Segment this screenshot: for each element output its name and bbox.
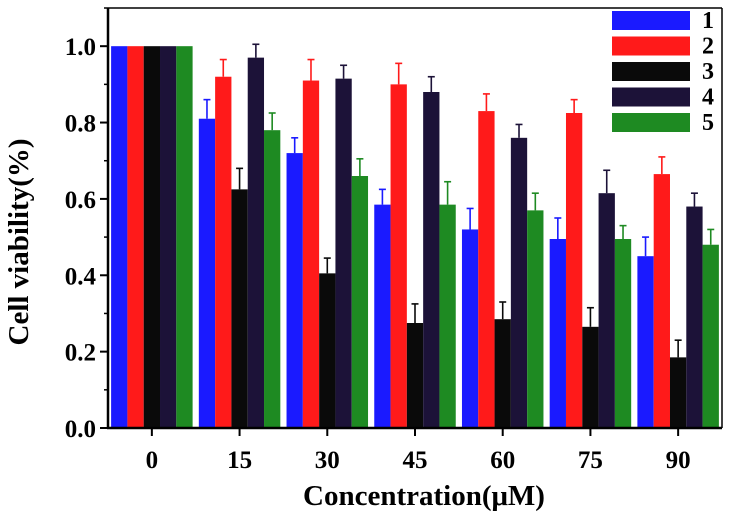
y-tick-label-0.8: 0.8 <box>65 111 96 138</box>
legend-label-2: 2 <box>702 34 714 60</box>
legend-swatch-5 <box>612 113 690 132</box>
bar-series1-45 <box>374 204 391 428</box>
legend-swatch-1 <box>612 11 690 30</box>
y-tick-label-0.6: 0.6 <box>65 187 96 214</box>
bar-series2-0 <box>127 46 144 428</box>
bar-series4-30 <box>335 78 352 429</box>
bar-series5-0 <box>176 46 193 428</box>
error-bars-layer <box>203 43 715 358</box>
bar-series2-60 <box>478 111 495 428</box>
bars-layer <box>111 46 719 429</box>
axes-layer: 0.00.20.40.60.81.00 15 30 45 60 75 90 <box>65 7 723 474</box>
x-tick-label-45: 45 <box>403 447 428 474</box>
legend-label-3: 3 <box>702 59 714 85</box>
bar-series1-60 <box>461 229 479 428</box>
bar-series5-75 <box>614 239 632 428</box>
bar-series3-15 <box>231 189 248 428</box>
bar-series4-15 <box>247 57 265 429</box>
bar-series3-0 <box>143 46 161 428</box>
bar-series5-45 <box>439 204 456 428</box>
bar-series2-90 <box>653 174 670 428</box>
bar-series1-30 <box>286 153 303 428</box>
bar-series4-60 <box>510 137 528 428</box>
bar-series1-90 <box>637 256 654 428</box>
legend-label-1: 1 <box>702 8 714 34</box>
bar-series4-0 <box>160 46 177 428</box>
bar-series5-30 <box>351 176 369 428</box>
bar-series2-15 <box>215 76 232 429</box>
y-axis-title: Cell viability(%) <box>3 138 35 345</box>
bar-series1-15 <box>198 118 216 429</box>
bar-series3-90 <box>669 357 687 428</box>
bar-series5-15 <box>264 130 281 428</box>
y-tick-label-0.2: 0.2 <box>65 340 96 367</box>
y-tick-label-0.0: 0.0 <box>65 416 96 443</box>
y-tick-label-0.4: 0.4 <box>65 263 97 290</box>
bar-series3-75 <box>582 326 599 428</box>
bar-series2-30 <box>302 80 320 428</box>
bar-series3-30 <box>319 273 336 428</box>
x-tick-label-75: 75 <box>578 447 603 474</box>
legend-label-5: 5 <box>702 110 714 136</box>
legend-swatch-2 <box>612 36 690 56</box>
legend-swatch-3 <box>612 62 690 81</box>
y-tick-label-1.0: 1.0 <box>65 34 96 61</box>
x-tick-label-30: 30 <box>315 447 340 474</box>
x-tick-label-90: 90 <box>666 447 691 474</box>
x-tick-label-0: 0 <box>146 447 159 474</box>
x-tick-label-15: 15 <box>227 447 252 474</box>
bar-series3-45 <box>406 323 424 428</box>
bar-series2-45 <box>390 84 407 428</box>
x-tick-label-60: 60 <box>490 447 515 474</box>
bar-series5-60 <box>527 210 544 428</box>
bar-series5-90 <box>702 244 719 428</box>
legend-swatch-4 <box>612 87 690 107</box>
x-axis-title: Concentration(μM) <box>303 480 545 512</box>
bar-series4-90 <box>686 206 703 428</box>
bar-series2-75 <box>565 113 583 428</box>
bar-series4-45 <box>423 92 440 428</box>
legend-label-4: 4 <box>702 85 714 111</box>
bar-series1-0 <box>111 46 128 428</box>
bar-series3-60 <box>494 319 511 428</box>
bar-series4-75 <box>598 193 615 428</box>
bar-series1-75 <box>549 239 566 428</box>
